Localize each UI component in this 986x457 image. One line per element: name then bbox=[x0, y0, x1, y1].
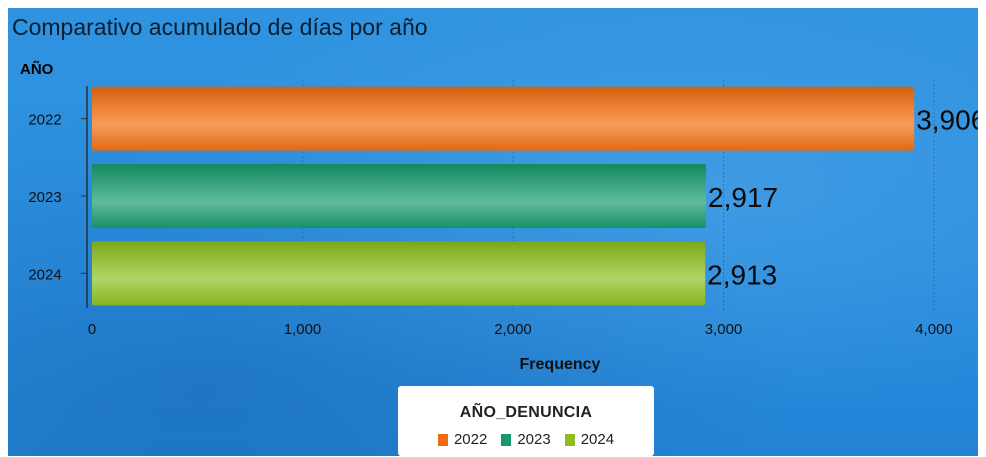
value-label-2023: 2,917 bbox=[708, 182, 778, 213]
legend-swatch bbox=[564, 433, 575, 446]
value-label-2022: 3,906 bbox=[916, 105, 978, 136]
legend-label: 2022 bbox=[453, 431, 488, 448]
y-tick-label-2024: 2024 bbox=[28, 266, 61, 283]
x-tick-label: 4,000 bbox=[915, 321, 953, 338]
x-tick-label: 1,000 bbox=[284, 321, 322, 338]
x-tick-label: 0 bbox=[88, 321, 96, 338]
legend-swatch bbox=[437, 433, 448, 446]
x-tick-label: 2,000 bbox=[494, 321, 532, 338]
legend-label: 2024 bbox=[580, 431, 615, 448]
legend-item-2022[interactable]: 2022 bbox=[437, 431, 488, 448]
y-tick-label-2022: 2022 bbox=[28, 112, 61, 129]
bar-2024[interactable] bbox=[92, 241, 706, 306]
legend-items: 2022 2023 2024 bbox=[398, 431, 654, 448]
legend-label: 2023 bbox=[517, 431, 551, 448]
legend-title: AÑO_DENUNCIA bbox=[459, 404, 593, 421]
value-label-2024: 2,913 bbox=[707, 259, 777, 290]
chart-container: Comparativo acumulado de días por año AÑ… bbox=[8, 8, 978, 456]
plot-area: 3,906 2022 2,917 2023 2,913 2024 0 1,000 2,000 3,… bbox=[28, 80, 978, 373]
bar-2022[interactable] bbox=[92, 86, 915, 151]
y-axis-title: AÑO bbox=[20, 61, 54, 78]
legend-swatch bbox=[501, 433, 512, 446]
y-tick-label-2023: 2023 bbox=[28, 189, 61, 206]
legend-item-2024[interactable]: 2024 bbox=[564, 431, 615, 448]
legend-item-2023[interactable]: 2023 bbox=[501, 431, 551, 448]
bar-2023[interactable] bbox=[92, 164, 707, 228]
x-tick-label: 3,000 bbox=[705, 321, 743, 338]
x-axis-title: Frequency bbox=[520, 356, 601, 373]
chart-title: Comparativo acumulado de días por año bbox=[12, 14, 428, 40]
legend: AÑO_DENUNCIA 2022 2023 2024 bbox=[398, 386, 654, 456]
